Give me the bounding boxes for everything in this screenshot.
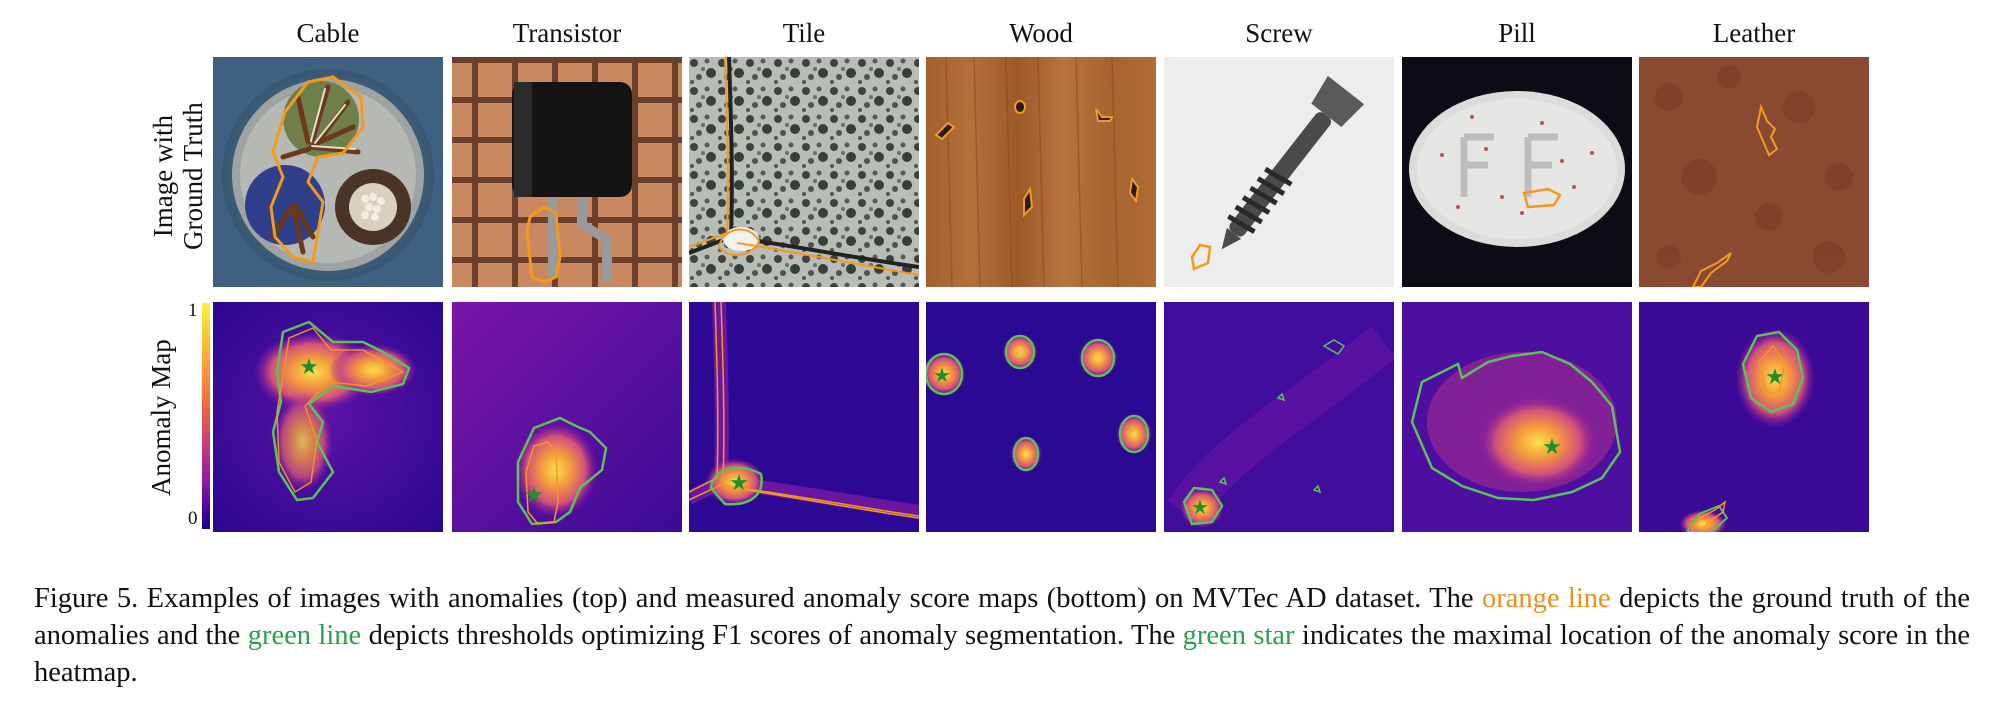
column-title-leather: Leather (1712, 18, 1796, 48)
anomaly-map-leather: ★ (1639, 302, 1869, 532)
caption-orange-line: orange line (1481, 583, 1611, 614)
svg-text:★: ★ (729, 471, 749, 496)
column-title-wood: Wood (1009, 18, 1073, 48)
row-label-ground-truth-line1: Image with (148, 115, 178, 238)
caption-green-star: green star (1182, 620, 1295, 651)
image-pill (1402, 57, 1632, 287)
svg-text:★: ★ (1765, 365, 1785, 390)
figure-caption: Figure 5. Examples of images with anomal… (34, 580, 1970, 691)
svg-text:★: ★ (933, 363, 951, 387)
image-cable (213, 57, 443, 287)
caption-part3: depicts thresholds optimizing F1 scores … (361, 620, 1183, 651)
image-tile (689, 57, 919, 287)
colorbar-max-label: 1 (188, 300, 198, 321)
anomaly-map-transistor: ★ (452, 302, 682, 532)
svg-text:★: ★ (1191, 495, 1209, 519)
caption-part1: Figure 5. Examples of images with anomal… (34, 583, 1482, 614)
column-title-pill: Pill (1498, 18, 1536, 48)
anomaly-map-tile: ★ (689, 302, 919, 532)
column-title-transistor: Transistor (512, 18, 622, 48)
caption-part2: depicts the ground truth of the anomalie… (34, 583, 1970, 651)
colorbar (202, 303, 210, 529)
colorbar-min-label: 0 (188, 508, 198, 529)
row-label-anomaly-map: Anomaly Map (146, 339, 176, 496)
column-title-tile: Tile (782, 18, 826, 48)
column-title-cable: Cable (296, 18, 360, 48)
column-title-screw: Screw (1245, 18, 1313, 48)
svg-text:★: ★ (299, 355, 319, 380)
svg-text:★: ★ (524, 483, 544, 508)
anomaly-map-screw: ★ (1164, 302, 1394, 532)
caption-green-line: green line (247, 620, 362, 651)
image-screw (1164, 57, 1394, 287)
image-wood (926, 57, 1156, 287)
image-leather (1639, 57, 1869, 287)
svg-text:★: ★ (1542, 435, 1562, 460)
image-transistor (452, 57, 682, 287)
row-label-ground-truth: Image with Ground Truth (148, 102, 208, 250)
anomaly-map-pill: ★ (1402, 302, 1632, 532)
caption-part4: indicates the maximal location of the an… (34, 620, 1970, 688)
anomaly-map-cable: ★ (213, 302, 443, 532)
row-label-ground-truth-line2: Ground Truth (178, 102, 208, 250)
anomaly-map-wood: ★ (926, 302, 1156, 532)
